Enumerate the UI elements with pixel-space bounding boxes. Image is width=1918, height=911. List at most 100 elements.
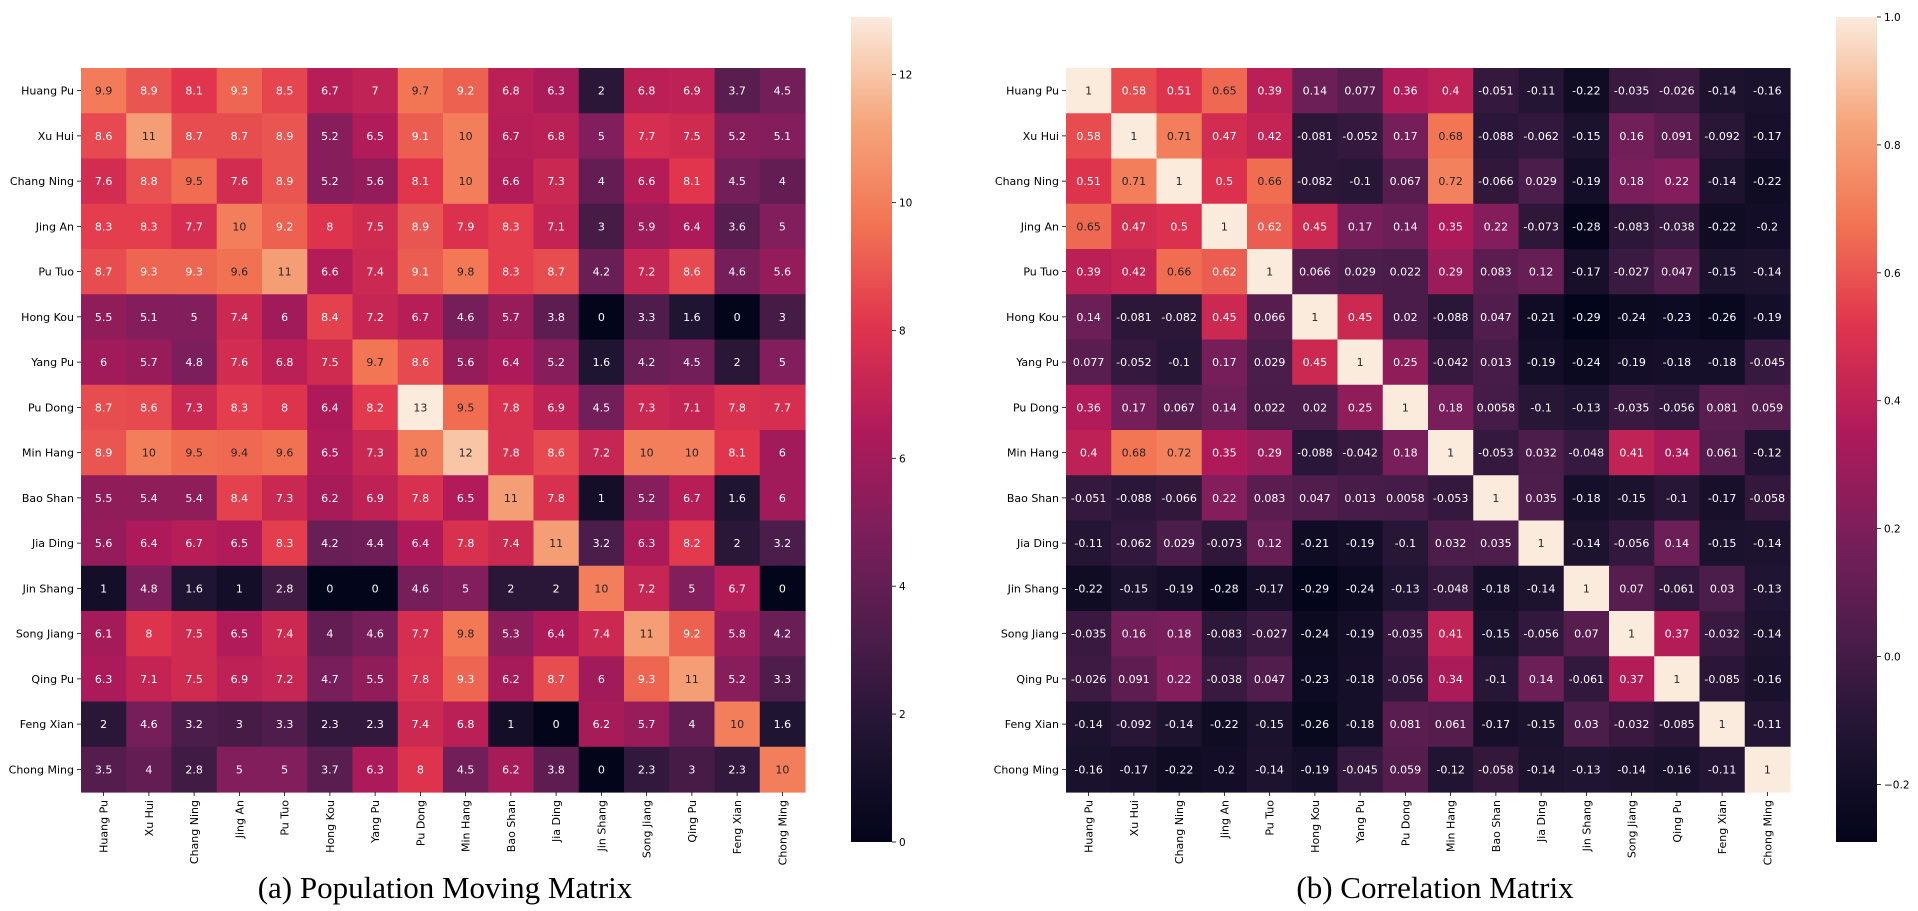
- cell-value-label: 8.3: [140, 220, 158, 233]
- cell-value-label: 8.6: [140, 401, 158, 414]
- cell-value-label: 7.4: [593, 628, 611, 641]
- cell-value-label: 2.3: [728, 763, 746, 776]
- heatmap-cell: [624, 520, 670, 567]
- heatmap-cell: [307, 339, 354, 386]
- cell-value-label: 7.8: [457, 537, 475, 550]
- cell-value-label: 0.083: [1254, 492, 1286, 505]
- cell-value-label: 6: [779, 492, 786, 505]
- cell-value-label: 8.8: [140, 175, 158, 188]
- heatmap-cell: [1247, 294, 1293, 341]
- heatmap-cell: [1699, 339, 1746, 386]
- heatmap-cell: [307, 294, 354, 341]
- heatmap-cell: [397, 746, 444, 793]
- cell-value-label: -0.061: [1659, 582, 1694, 595]
- cell-value-label: 7.2: [638, 266, 656, 279]
- heatmap-cell: [1337, 113, 1384, 160]
- cell-value-label: 4.5: [457, 763, 475, 776]
- heatmap-cell: [1609, 656, 1655, 703]
- cell-value-label: -0.088: [1297, 447, 1332, 460]
- heatmap-cell: [1609, 294, 1655, 341]
- cell-value-label: 5: [598, 130, 605, 143]
- heatmap-cell: [262, 611, 308, 657]
- heatmap-cell: [624, 203, 670, 250]
- cell-value-label: 3: [598, 220, 605, 233]
- heatmap-cell: [216, 746, 263, 793]
- cell-value-label: 4.6: [140, 718, 158, 731]
- cell-value-label: 4: [598, 175, 605, 188]
- cell-value-label: 7.3: [638, 401, 656, 414]
- heatmap-cell: [216, 384, 263, 431]
- heatmap-cell: [1066, 746, 1112, 793]
- cell-value-label: 2: [598, 85, 605, 98]
- cell-value-label: 6.3: [547, 85, 565, 98]
- y-tick-label-jia-ding: Jia Ding: [1016, 537, 1059, 550]
- heatmap-cell: [216, 68, 263, 114]
- cell-value-label: 0.22: [1665, 175, 1690, 188]
- heatmap-cell: [669, 746, 716, 793]
- cell-value-label: 2: [100, 718, 107, 731]
- heatmap-cell: [1609, 203, 1655, 250]
- heatmap-cell: [216, 249, 263, 295]
- cell-value-label: 0.14: [1076, 311, 1101, 324]
- cell-value-label: 9.7: [412, 85, 430, 98]
- x-tick-label-qing-pu: Qing Pu: [686, 800, 699, 843]
- heatmap-cell: [759, 656, 806, 703]
- heatmap-cell: [1609, 475, 1655, 522]
- cell-value-label: -0.15: [1527, 718, 1555, 731]
- cell-value-label: -0.15: [1120, 582, 1148, 595]
- heatmap-cell: [307, 158, 354, 205]
- cell-value-label: -0.035: [1071, 628, 1106, 641]
- heatmap-cell: [624, 565, 670, 612]
- heatmap-cell: [578, 520, 625, 567]
- heatmap-cell: [1744, 294, 1791, 341]
- cell-value-label: 3.3: [276, 718, 294, 731]
- heatmap-cell: [669, 701, 716, 748]
- cell-value-label: 0.022: [1390, 266, 1422, 279]
- x-tick-label-chong-ming: Chong Ming: [1761, 800, 1774, 865]
- heatmap-cell: [1699, 430, 1746, 476]
- cell-value-label: 5.4: [140, 492, 158, 505]
- cell-value-label: -0.083: [1207, 628, 1242, 641]
- heatmap-cell: [488, 384, 535, 431]
- heatmap-cell: [1518, 203, 1565, 250]
- heatmap-cell: [714, 656, 761, 703]
- cell-value-label: 8.1: [683, 175, 701, 188]
- cell-value-label: 1: [1628, 628, 1635, 641]
- heatmap-cell: [352, 158, 399, 205]
- heatmap-cell: [1654, 294, 1701, 341]
- heatmap-cell: [714, 158, 761, 205]
- heatmap-cell: [216, 656, 263, 703]
- cell-value-label: 4.2: [321, 537, 339, 550]
- heatmap-cell: [126, 520, 173, 567]
- cell-value-label: 5.6: [774, 266, 792, 279]
- cell-value-label: 7.5: [185, 673, 203, 686]
- cell-value-label: 11: [504, 492, 518, 505]
- cell-value-label: -0.18: [1572, 492, 1600, 505]
- heatmap-cell: [1337, 294, 1384, 341]
- heatmap-cell: [171, 701, 218, 748]
- cell-value-label: 0.059: [1752, 401, 1784, 414]
- heatmap-cell: [1382, 113, 1429, 160]
- heatmap-cell: [262, 203, 308, 250]
- x-tick-label-feng-xian: Feng Xian: [1716, 800, 1729, 854]
- cell-value-label: -0.035: [1614, 401, 1649, 414]
- heatmap-cell: [397, 565, 444, 612]
- colorbar-tick-label: 2: [899, 709, 906, 721]
- x-tick-label-yang-pu: Yang Pu: [1354, 800, 1367, 844]
- cell-value-label: 1: [1447, 447, 1454, 460]
- cell-value-label: 2.3: [638, 763, 656, 776]
- cell-value-label: 7.7: [185, 220, 203, 233]
- cell-value-label: -0.052: [1342, 130, 1377, 143]
- x-tick-label-pu-dong: Pu Dong: [414, 800, 427, 846]
- cell-value-label: 0.047: [1480, 311, 1512, 324]
- heatmap-cell: [488, 746, 535, 793]
- cell-value-label: 6.6: [502, 175, 520, 188]
- heatmap-cell: [624, 294, 670, 341]
- heatmap-cell: [1654, 249, 1701, 295]
- heatmap-cell: [1382, 520, 1429, 567]
- y-tick-label-huang-pu: Huang Pu: [1006, 85, 1059, 98]
- heatmap-cell: [1382, 339, 1429, 386]
- heatmap-cell: [1563, 203, 1610, 250]
- heatmap-cell: [171, 113, 218, 160]
- heatmap-cell: [533, 656, 580, 703]
